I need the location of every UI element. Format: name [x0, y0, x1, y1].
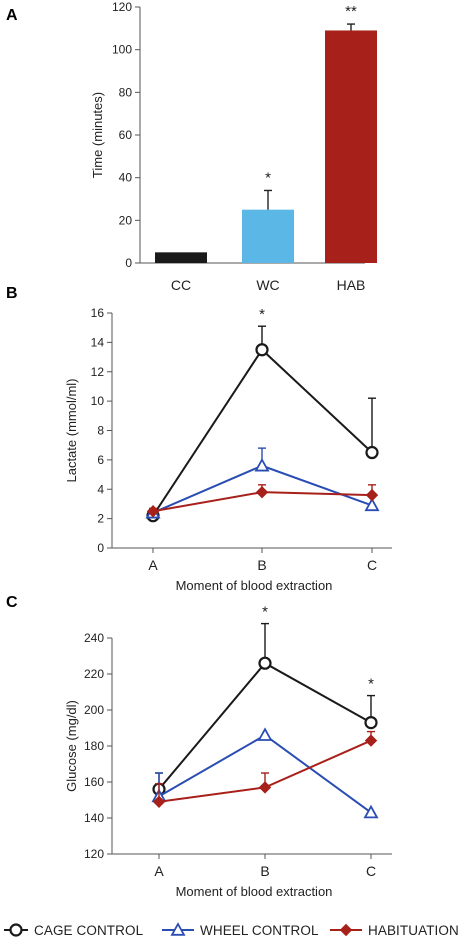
legend-item-cage-control: CAGE CONTROL: [4, 923, 144, 938]
panel-label-a: A: [6, 7, 18, 24]
y-axis-label: Lactate (mmol/ml): [64, 378, 79, 482]
x-tick-label: B: [257, 557, 266, 573]
significance-marker: *: [259, 306, 265, 323]
data-point: [254, 457, 270, 472]
x-tick-label: C: [367, 557, 377, 573]
significance-marker: **: [345, 3, 357, 20]
y-tick-label: 100: [112, 43, 132, 57]
y-tick-label: 20: [119, 213, 133, 227]
y-tick-label: 12: [91, 365, 105, 379]
y-tick-label: 180: [84, 739, 104, 753]
y-tick-label: 140: [84, 811, 104, 825]
data-point: [364, 497, 380, 512]
data-point: [146, 505, 160, 518]
panel-c-chart: C 120 140 160 180 200 220 240 A B C Moment of blood…: [6, 594, 392, 899]
x-axis-label: Moment of blood extraction: [176, 884, 333, 899]
panel-a-chart: A 0 20 40 60 80 100 120 Time (minutes) CC WC * HAB **: [6, 0, 377, 293]
series-wheel-control: [145, 447, 380, 519]
y-tick-label: 160: [84, 775, 104, 789]
legend-label: WHEEL CONTROL: [200, 923, 319, 938]
significance-marker: *: [368, 676, 374, 693]
x-tick-label: B: [260, 863, 269, 879]
y-tick-label: 8: [97, 424, 104, 438]
y-tick-label: 120: [84, 847, 104, 861]
y-tick-label: 240: [84, 631, 104, 645]
y-tick-label: 200: [84, 703, 104, 717]
y-tick-label: 16: [91, 306, 105, 320]
significance-marker: *: [262, 604, 268, 621]
y-tick-label: 14: [91, 335, 105, 349]
data-point: [255, 485, 269, 499]
y-tick-label: 10: [91, 394, 105, 408]
y-tick-label: 0: [97, 541, 104, 555]
legend-item-wheel-control: WHEEL CONTROL: [162, 922, 319, 938]
data-point: [258, 781, 272, 794]
series-line: [158, 661, 372, 790]
y-tick-label: 60: [119, 128, 133, 142]
y-tick-label: 2: [97, 512, 104, 526]
series-cage-control: [146, 325, 379, 523]
legend-label: CAGE CONTROL: [34, 923, 144, 938]
series-wheel-control: [151, 727, 379, 819]
legend-marker: [170, 922, 186, 936]
data-point: [363, 804, 379, 819]
bar-cc: [155, 252, 207, 263]
data-point: [258, 656, 272, 670]
data-point: [152, 795, 166, 809]
panel-label-b: B: [6, 285, 18, 302]
category-label: WC: [256, 277, 279, 293]
y-tick-label: 40: [119, 171, 133, 185]
y-tick-label: 80: [119, 85, 133, 99]
data-point: [365, 445, 379, 460]
panel-label-c: C: [6, 594, 18, 611]
y-tick-label: 4: [97, 482, 104, 496]
data-point: [364, 715, 378, 730]
data-point: [364, 734, 378, 747]
y-axis-label: Glucose (mg/dl): [64, 700, 79, 792]
x-axis-label: Moment of blood extraction: [176, 578, 333, 593]
legend-marker: [339, 923, 353, 937]
y-axis-label: Time (minutes): [90, 92, 105, 178]
x-tick-label: A: [154, 863, 164, 879]
y-tick-label: 0: [125, 256, 132, 270]
category-label: CC: [171, 277, 191, 293]
y-tick-label: 6: [97, 453, 104, 467]
y-tick-label: 220: [84, 667, 104, 681]
bar-wc: [242, 209, 294, 263]
bar-hab: [325, 30, 377, 263]
legend-label: HABITUATION: [368, 923, 459, 938]
series-habituation: [146, 484, 379, 518]
significance-marker: *: [265, 169, 271, 186]
y-tick-label: 120: [112, 0, 132, 14]
series-cage-control: [152, 622, 378, 796]
legend: CAGE CONTROL WHEEL CONTROL HABITUATION: [4, 922, 459, 938]
x-tick-label: A: [148, 557, 158, 573]
panel-b-chart: B 0 2 4 6 8 10 12 14 16 A B C Moment of blood extract…: [6, 285, 392, 593]
category-label: HAB: [337, 277, 366, 293]
data-point: [255, 343, 269, 357]
series-habituation: [152, 730, 378, 809]
legend-item-habituation: HABITUATION: [330, 923, 459, 938]
x-tick-label: C: [366, 863, 376, 879]
legend-marker: [9, 923, 23, 937]
data-point: [365, 488, 379, 502]
data-point: [257, 727, 273, 741]
